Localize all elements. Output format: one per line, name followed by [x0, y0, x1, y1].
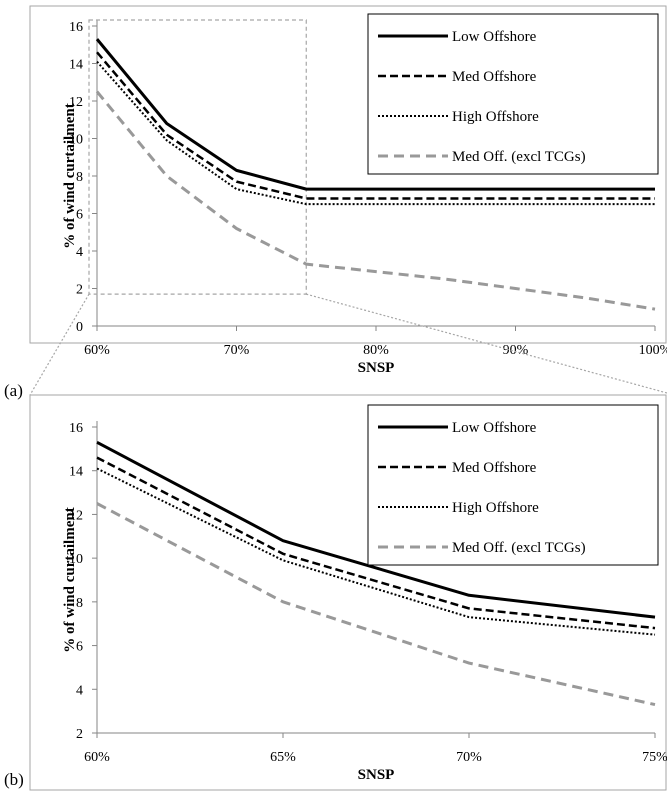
panel-label: (a)	[4, 381, 23, 400]
x-axis-label: SNSP	[358, 767, 395, 783]
y-tick-label: 6	[76, 208, 83, 223]
series-line-med-offshore	[96, 456, 656, 630]
chart-frame	[29, 5, 667, 344]
y-tick-label: 14	[69, 58, 83, 73]
legend-label-low-offshore: Low Offshore	[452, 29, 537, 45]
y-tick-label: 12	[69, 508, 83, 523]
x-tick-label: 80%	[363, 343, 389, 358]
y-axis-label: % of wind curtailment	[62, 507, 78, 652]
y-tick-label: 6	[76, 640, 83, 655]
legend-label-high-offshore: High Offshore	[452, 500, 539, 516]
series-line-high-offshore	[96, 467, 656, 636]
zoom-guide-line-right	[306, 293, 667, 394]
y-tick-label: 2	[76, 283, 83, 298]
x-tick-label: 100%	[639, 343, 667, 358]
series-line-low-offshore	[95, 38, 655, 191]
series-line-med-off-excl-tcgs	[95, 90, 656, 311]
series-line-med-off-excl-tcgs	[96, 502, 656, 707]
y-tick-label: 14	[69, 465, 83, 480]
x-tick-label: 65%	[270, 750, 296, 765]
y-tick-label: 12	[69, 95, 83, 110]
x-tick-label: 60%	[84, 343, 110, 358]
legend-label-med-offshore: Med Offshore	[452, 69, 537, 85]
x-tick-label: 90%	[503, 343, 529, 358]
legend-label-med-off-excl-tcgs: Med Off. (excl TCGs)	[452, 540, 586, 556]
y-axis-label: % of wind curtailment	[62, 103, 78, 248]
legend-label-med-off-excl-tcgs: Med Off. (excl TCGs)	[452, 149, 586, 165]
chart-frame	[29, 394, 667, 791]
zoom-region-box	[88, 19, 307, 295]
panel-label: (b)	[4, 770, 24, 789]
y-tick-label: 10	[69, 552, 83, 567]
legend-label-high-offshore: High Offshore	[452, 109, 539, 125]
series-line-low-offshore	[96, 440, 656, 619]
y-tick-label: 8	[76, 170, 83, 185]
y-tick-label: 16	[69, 20, 83, 35]
x-tick-label: 60%	[84, 750, 110, 765]
legend-box	[367, 404, 659, 566]
y-tick-label: 8	[76, 596, 83, 611]
legend-label-med-offshore: Med Offshore	[452, 460, 537, 476]
y-tick-label: 0	[76, 320, 83, 335]
y-tick-label: 4	[76, 683, 83, 698]
legend-box	[367, 13, 659, 175]
y-tick-label: 4	[76, 245, 83, 260]
x-tick-label: 70%	[456, 750, 482, 765]
y-tick-label: 10	[69, 133, 83, 148]
legend-label-low-offshore: Low Offshore	[452, 420, 537, 436]
y-tick-label: 2	[76, 727, 83, 742]
x-axis-label: SNSP	[358, 360, 395, 376]
series-line-high-offshore	[96, 60, 655, 206]
x-tick-label: 75%	[642, 750, 667, 765]
zoom-guide-line-left	[29, 293, 90, 396]
series-line-med-offshore	[96, 51, 655, 200]
x-tick-label: 70%	[224, 343, 250, 358]
y-tick-label: 16	[69, 421, 83, 436]
